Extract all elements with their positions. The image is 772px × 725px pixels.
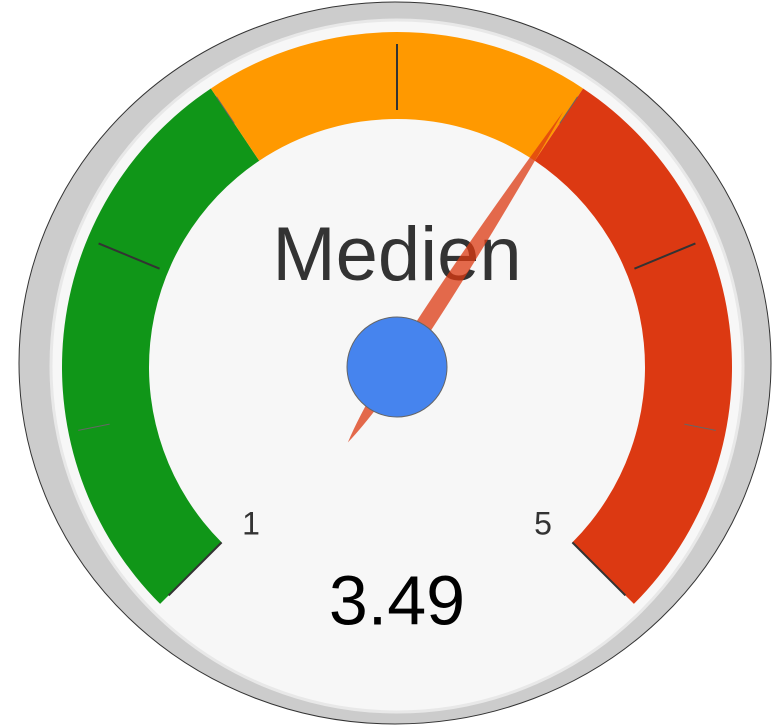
major-tick [634,242,696,270]
tick-label: 1 [242,505,260,541]
gauge-title: Medien [272,212,521,297]
band [61,88,260,604]
minor-tick [216,96,235,124]
gauge-value: 3.49 [329,561,465,639]
tick-label: 5 [534,505,552,541]
minor-tick [684,423,716,431]
major-tick [98,242,160,270]
needle-pivot [346,316,448,418]
major-tick [571,541,627,597]
minor-tick [78,423,110,431]
needle-group [346,111,564,443]
minor-tick [559,96,578,124]
band [534,88,732,604]
major-tick [167,541,223,597]
